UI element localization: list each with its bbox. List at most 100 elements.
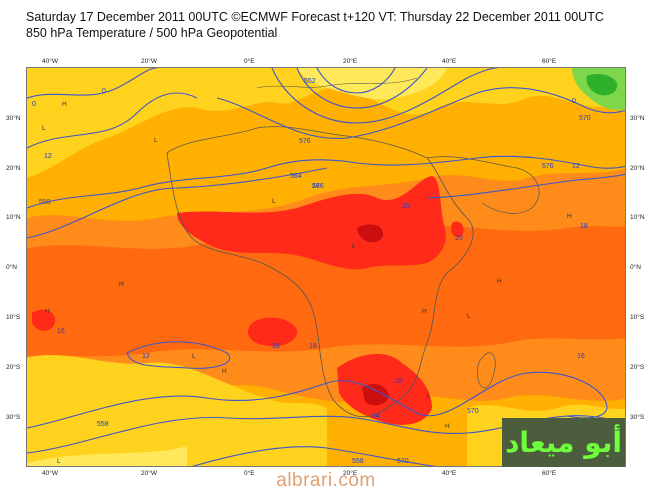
- low-mark: L: [192, 353, 196, 360]
- contour-label: 570: [397, 458, 409, 465]
- chart-title-line1: Saturday 17 December 2011 00UTC ©ECMWF F…: [26, 10, 604, 24]
- temperature-labels: 0 0 0 12 12 12 16 16 16 18 18 18 20 20 2…: [32, 88, 588, 420]
- coastline-africa: [166, 126, 474, 417]
- contour-line: [216, 87, 625, 140]
- coastline-arabia: [426, 156, 540, 214]
- temp-band-pale-south: [27, 446, 187, 466]
- low-mark: L: [57, 458, 61, 465]
- contour-label: 558: [352, 458, 364, 465]
- low-mark: L: [42, 125, 46, 132]
- contour-line: [126, 341, 230, 369]
- temp-label: 0: [102, 88, 106, 95]
- temp-hot-spot-south-central: [247, 317, 298, 347]
- lat-tick-left: 0°N: [6, 264, 17, 271]
- contour-line: [27, 68, 158, 99]
- contour-line: [271, 68, 498, 124]
- contour-label: 576: [312, 183, 324, 190]
- contour-labels: 576 576 576 570 564 558 558 558 570 552 …: [39, 78, 591, 465]
- lon-tick-bottom: 20°E: [343, 470, 358, 477]
- low-mark: L: [467, 313, 471, 320]
- lat-tick-left: 20°S: [6, 364, 21, 371]
- forecast-map-svg: 576 576 576 570 564 558 558 558 570 552 …: [27, 68, 625, 466]
- low-mark: L: [352, 243, 356, 250]
- contour-label: 570: [579, 115, 591, 122]
- lat-tick-right: 20°S: [630, 364, 645, 371]
- temp-hot-core-central-africa: [177, 176, 446, 270]
- contour-line: [27, 155, 625, 209]
- lon-tick-bottom: 60°E: [542, 470, 557, 477]
- low-mark: L: [427, 393, 431, 400]
- temp-label: 0: [32, 101, 36, 108]
- temp-label: 16: [312, 183, 320, 190]
- pressure-marks: H H H H H H H H L L L L L L L L: [42, 101, 572, 465]
- temp-label: 20: [402, 203, 410, 210]
- lon-tick-top: 20°E: [343, 58, 358, 65]
- contour-label: 558: [97, 421, 109, 428]
- contour-line: [296, 68, 428, 109]
- high-mark: H: [45, 308, 50, 315]
- lon-tick-top: 60°E: [542, 58, 557, 65]
- lon-tick-bottom: 0°E: [244, 470, 255, 477]
- watermark-text: أبو ميعاد: [505, 426, 622, 459]
- lon-tick-bottom: 40°W: [42, 470, 58, 477]
- contour-label: 552: [304, 78, 316, 85]
- site-watermark: albrari.com: [276, 470, 376, 491]
- contour-line: [316, 68, 396, 94]
- high-mark: H: [497, 278, 502, 285]
- lon-tick-bottom: 40°E: [442, 470, 457, 477]
- lat-tick-right: 0°N: [630, 264, 641, 271]
- temp-label: 12: [142, 353, 150, 360]
- high-mark: H: [445, 423, 450, 430]
- contour-line: [426, 173, 625, 199]
- high-mark: H: [62, 101, 67, 108]
- temp-label: 24: [372, 413, 380, 420]
- temp-band-hot: [27, 225, 625, 357]
- lon-tick-top: 0°E: [244, 58, 255, 65]
- temp-label: 18: [309, 343, 317, 350]
- temp-peak-central-africa: [357, 224, 383, 243]
- lat-tick-left: 10°N: [6, 214, 21, 221]
- temp-band-cool-south: [27, 355, 327, 466]
- lat-tick-right: 20°N: [630, 165, 645, 172]
- temp-cold-core-ne: [586, 74, 618, 96]
- temp-label: 18: [580, 223, 588, 230]
- high-mark: H: [567, 213, 572, 220]
- contour-line: [27, 415, 625, 454]
- coastline-mediterranean: [256, 77, 418, 89]
- lat-tick-right: 30°N: [630, 115, 645, 122]
- lat-tick-left: 30°N: [6, 115, 21, 122]
- lon-tick-bottom: 20°W: [141, 470, 157, 477]
- contour-line: [27, 92, 198, 149]
- lat-tick-right: 10°N: [630, 214, 645, 221]
- temp-label: 20: [455, 235, 463, 242]
- geopotential-contours: [27, 68, 625, 466]
- temp-label: 12: [44, 153, 52, 160]
- lat-tick-left: 20°N: [6, 165, 21, 172]
- contour-label: 576: [299, 138, 311, 145]
- high-mark: H: [222, 368, 227, 375]
- contour-label: 564: [290, 173, 302, 180]
- low-mark: L: [272, 198, 276, 205]
- temp-label: 18: [272, 343, 280, 350]
- temp-label: 12: [572, 163, 580, 170]
- lon-tick-top: 40°W: [42, 58, 58, 65]
- temp-label: 16: [577, 353, 585, 360]
- lat-tick-left: 10°S: [6, 314, 21, 321]
- lat-tick-left: 30°S: [6, 414, 21, 421]
- temp-label: 16: [57, 328, 65, 335]
- temp-peak-southern-africa: [362, 383, 389, 406]
- lon-tick-top: 20°W: [141, 58, 157, 65]
- forecast-map: 576 576 576 570 564 558 558 558 570 552 …: [26, 67, 626, 467]
- contour-label: 558: [39, 199, 51, 206]
- temp-label: 0: [572, 98, 576, 105]
- temp-hot-spot-west: [32, 309, 56, 331]
- watermark-badge: أبو ميعاد: [502, 418, 625, 467]
- contour-label: 570: [467, 408, 479, 415]
- high-mark: H: [422, 308, 427, 315]
- low-mark: L: [154, 137, 158, 144]
- chart-title-line2: 850 hPa Temperature / 500 hPa Geopotenti…: [26, 26, 278, 40]
- contour-line: [27, 167, 328, 239]
- temp-label: 20: [395, 378, 403, 385]
- contour-line: [191, 446, 437, 466]
- lon-tick-top: 40°E: [442, 58, 457, 65]
